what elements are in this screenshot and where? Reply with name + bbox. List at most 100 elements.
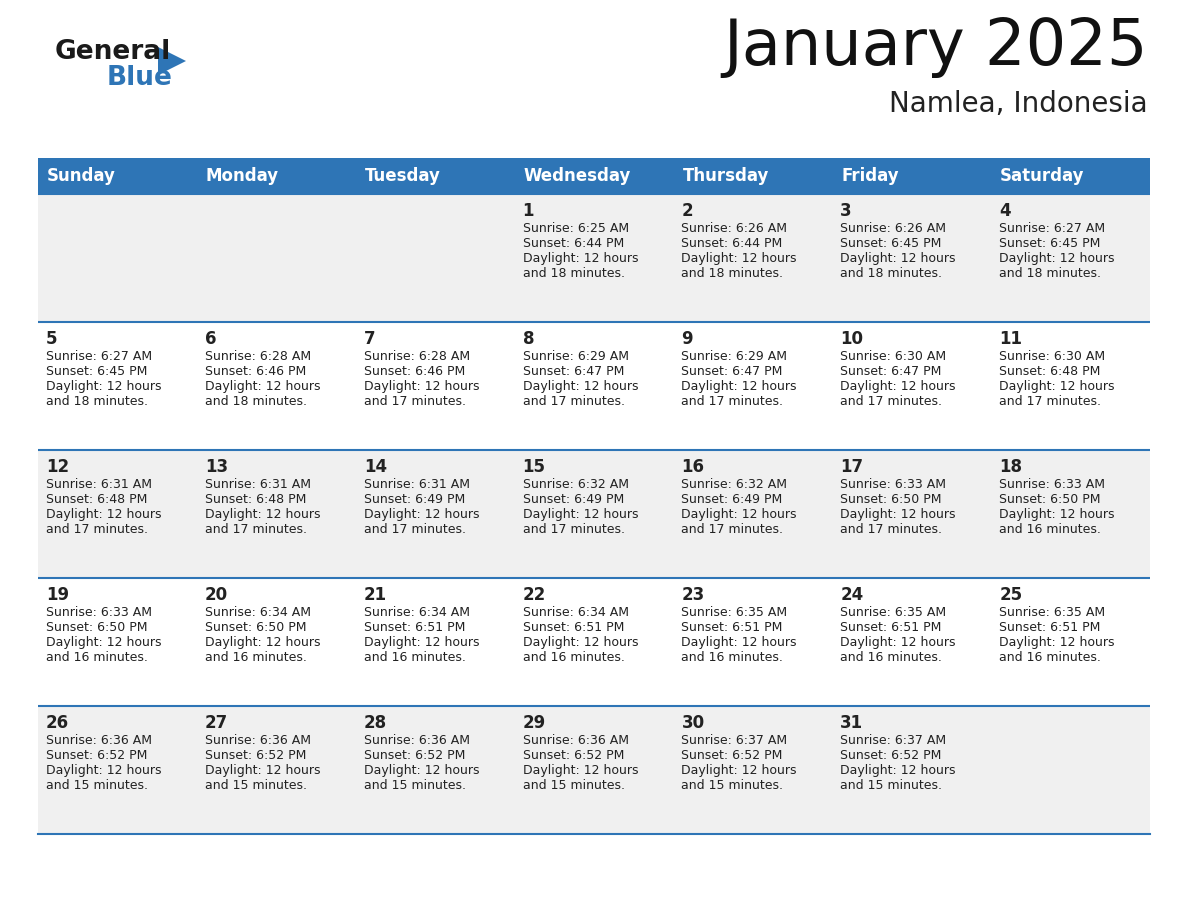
Text: Blue: Blue: [107, 65, 173, 91]
Text: Sunset: 6:48 PM: Sunset: 6:48 PM: [204, 493, 307, 506]
Text: Sunset: 6:49 PM: Sunset: 6:49 PM: [523, 493, 624, 506]
Text: Daylight: 12 hours: Daylight: 12 hours: [999, 636, 1114, 649]
Text: and 17 minutes.: and 17 minutes.: [364, 523, 466, 536]
Text: 24: 24: [840, 586, 864, 604]
Text: Sunset: 6:48 PM: Sunset: 6:48 PM: [46, 493, 147, 506]
Text: and 18 minutes.: and 18 minutes.: [840, 267, 942, 280]
Text: Sunset: 6:52 PM: Sunset: 6:52 PM: [364, 749, 465, 762]
Text: Friday: Friday: [841, 167, 899, 185]
Text: Sunrise: 6:31 AM: Sunrise: 6:31 AM: [204, 478, 311, 491]
Text: Daylight: 12 hours: Daylight: 12 hours: [999, 508, 1114, 521]
Text: Sunrise: 6:35 AM: Sunrise: 6:35 AM: [682, 606, 788, 619]
Text: Sunset: 6:51 PM: Sunset: 6:51 PM: [840, 621, 942, 634]
Text: Thursday: Thursday: [682, 167, 769, 185]
Text: Daylight: 12 hours: Daylight: 12 hours: [840, 380, 956, 393]
Text: Sunrise: 6:37 AM: Sunrise: 6:37 AM: [840, 734, 947, 747]
Text: Sunrise: 6:30 AM: Sunrise: 6:30 AM: [840, 350, 947, 363]
Text: Sunset: 6:50 PM: Sunset: 6:50 PM: [46, 621, 147, 634]
Text: 15: 15: [523, 458, 545, 476]
Text: Sunset: 6:51 PM: Sunset: 6:51 PM: [999, 621, 1100, 634]
Text: Daylight: 12 hours: Daylight: 12 hours: [523, 636, 638, 649]
Text: Sunrise: 6:33 AM: Sunrise: 6:33 AM: [46, 606, 152, 619]
Text: Sunset: 6:48 PM: Sunset: 6:48 PM: [999, 365, 1100, 378]
Bar: [38, 158, 197, 194]
Text: Daylight: 12 hours: Daylight: 12 hours: [364, 636, 479, 649]
Text: Sunrise: 6:32 AM: Sunrise: 6:32 AM: [682, 478, 788, 491]
Text: and 17 minutes.: and 17 minutes.: [840, 395, 942, 408]
Text: and 16 minutes.: and 16 minutes.: [682, 651, 783, 664]
Polygon shape: [158, 47, 187, 75]
Text: Sunset: 6:49 PM: Sunset: 6:49 PM: [682, 493, 783, 506]
Text: Daylight: 12 hours: Daylight: 12 hours: [840, 636, 956, 649]
Text: Daylight: 12 hours: Daylight: 12 hours: [46, 636, 162, 649]
Text: 18: 18: [999, 458, 1022, 476]
Text: and 16 minutes.: and 16 minutes.: [46, 651, 147, 664]
Text: and 17 minutes.: and 17 minutes.: [364, 395, 466, 408]
Text: 7: 7: [364, 330, 375, 348]
Text: 2: 2: [682, 202, 693, 220]
Text: and 16 minutes.: and 16 minutes.: [840, 651, 942, 664]
Text: 10: 10: [840, 330, 864, 348]
Text: 3: 3: [840, 202, 852, 220]
Bar: [197, 158, 355, 194]
Text: Sunrise: 6:35 AM: Sunrise: 6:35 AM: [999, 606, 1105, 619]
Text: 5: 5: [46, 330, 57, 348]
Text: Sunset: 6:52 PM: Sunset: 6:52 PM: [204, 749, 307, 762]
Text: Daylight: 12 hours: Daylight: 12 hours: [204, 764, 321, 777]
Text: 1: 1: [523, 202, 535, 220]
Text: Daylight: 12 hours: Daylight: 12 hours: [682, 764, 797, 777]
Text: Daylight: 12 hours: Daylight: 12 hours: [46, 764, 162, 777]
Text: Sunset: 6:51 PM: Sunset: 6:51 PM: [364, 621, 465, 634]
Text: Daylight: 12 hours: Daylight: 12 hours: [523, 764, 638, 777]
Text: Sunset: 6:52 PM: Sunset: 6:52 PM: [523, 749, 624, 762]
Text: Daylight: 12 hours: Daylight: 12 hours: [364, 508, 479, 521]
Text: and 16 minutes.: and 16 minutes.: [523, 651, 625, 664]
Text: Sunset: 6:50 PM: Sunset: 6:50 PM: [204, 621, 307, 634]
Text: Sunday: Sunday: [48, 167, 116, 185]
Text: Sunrise: 6:34 AM: Sunrise: 6:34 AM: [364, 606, 469, 619]
Text: 9: 9: [682, 330, 693, 348]
Text: Sunrise: 6:28 AM: Sunrise: 6:28 AM: [364, 350, 469, 363]
Text: and 18 minutes.: and 18 minutes.: [46, 395, 148, 408]
Text: Daylight: 12 hours: Daylight: 12 hours: [682, 252, 797, 265]
Text: Sunset: 6:51 PM: Sunset: 6:51 PM: [682, 621, 783, 634]
Text: Sunrise: 6:31 AM: Sunrise: 6:31 AM: [46, 478, 152, 491]
Text: Daylight: 12 hours: Daylight: 12 hours: [523, 508, 638, 521]
Text: Daylight: 12 hours: Daylight: 12 hours: [999, 380, 1114, 393]
Text: 29: 29: [523, 714, 545, 732]
Text: and 15 minutes.: and 15 minutes.: [682, 779, 783, 792]
Text: 16: 16: [682, 458, 704, 476]
Text: Daylight: 12 hours: Daylight: 12 hours: [523, 380, 638, 393]
Text: Sunset: 6:46 PM: Sunset: 6:46 PM: [204, 365, 307, 378]
Text: Monday: Monday: [206, 167, 279, 185]
Text: Sunrise: 6:36 AM: Sunrise: 6:36 AM: [204, 734, 311, 747]
Text: Sunrise: 6:34 AM: Sunrise: 6:34 AM: [204, 606, 311, 619]
Text: Daylight: 12 hours: Daylight: 12 hours: [840, 764, 956, 777]
Text: Sunset: 6:50 PM: Sunset: 6:50 PM: [840, 493, 942, 506]
Text: Sunrise: 6:27 AM: Sunrise: 6:27 AM: [46, 350, 152, 363]
Text: Sunrise: 6:37 AM: Sunrise: 6:37 AM: [682, 734, 788, 747]
Text: Daylight: 12 hours: Daylight: 12 hours: [999, 252, 1114, 265]
Text: Sunrise: 6:35 AM: Sunrise: 6:35 AM: [840, 606, 947, 619]
Text: Sunset: 6:52 PM: Sunset: 6:52 PM: [840, 749, 942, 762]
Text: Sunrise: 6:33 AM: Sunrise: 6:33 AM: [840, 478, 947, 491]
Bar: [38, 194, 1150, 322]
Text: and 15 minutes.: and 15 minutes.: [523, 779, 625, 792]
Text: Sunset: 6:45 PM: Sunset: 6:45 PM: [999, 237, 1100, 250]
Text: Sunset: 6:46 PM: Sunset: 6:46 PM: [364, 365, 465, 378]
Text: Daylight: 12 hours: Daylight: 12 hours: [364, 380, 479, 393]
Text: and 15 minutes.: and 15 minutes.: [364, 779, 466, 792]
Text: and 16 minutes.: and 16 minutes.: [364, 651, 466, 664]
Text: 12: 12: [46, 458, 69, 476]
Text: Daylight: 12 hours: Daylight: 12 hours: [682, 380, 797, 393]
Text: Sunset: 6:45 PM: Sunset: 6:45 PM: [46, 365, 147, 378]
Text: January 2025: January 2025: [723, 16, 1148, 78]
Text: and 18 minutes.: and 18 minutes.: [523, 267, 625, 280]
Text: Sunrise: 6:25 AM: Sunrise: 6:25 AM: [523, 222, 628, 235]
Text: Sunrise: 6:36 AM: Sunrise: 6:36 AM: [523, 734, 628, 747]
Text: Sunrise: 6:29 AM: Sunrise: 6:29 AM: [682, 350, 788, 363]
Text: Daylight: 12 hours: Daylight: 12 hours: [46, 380, 162, 393]
Text: Sunrise: 6:36 AM: Sunrise: 6:36 AM: [364, 734, 469, 747]
Text: 31: 31: [840, 714, 864, 732]
Text: Sunset: 6:44 PM: Sunset: 6:44 PM: [682, 237, 783, 250]
